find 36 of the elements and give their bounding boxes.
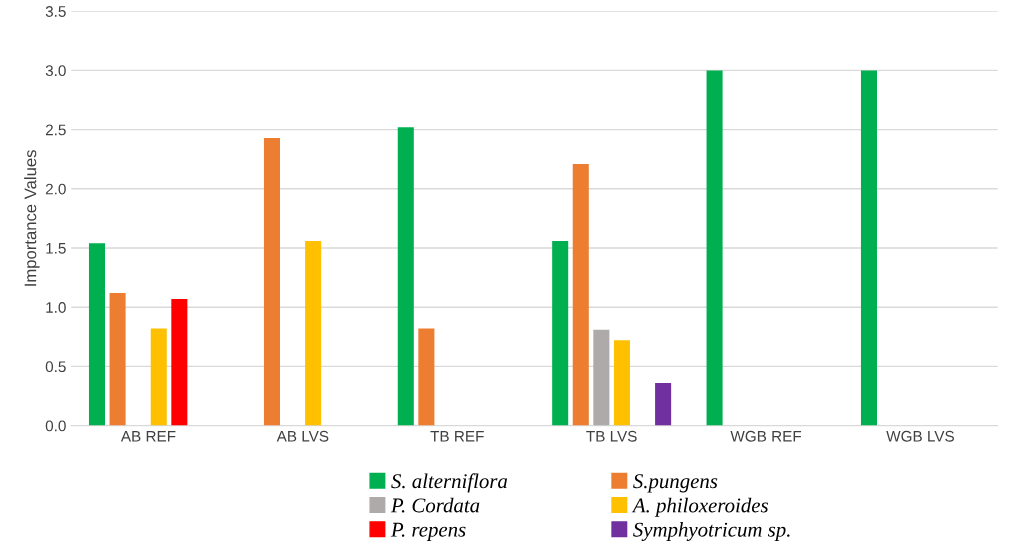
legend-label: S. alterniflora [391,473,508,493]
y-tick-label: 3.0 [45,65,66,77]
bar [860,70,877,426]
bar [593,329,610,426]
bar [171,298,188,426]
y-tick-label: 1.5 [46,243,66,254]
y-tick-label: 3.5 [45,6,66,17]
bar [572,163,589,426]
legend-label: A. philoxeroides [631,497,768,517]
x-tick-label: WGB REF [730,430,802,442]
legend-label: S.pungens [633,474,718,493]
bar [263,137,280,426]
x-tick-label: AB LVS [276,430,329,442]
bar [706,70,723,426]
y-tick-label: 0.0 [45,420,66,432]
bar [109,292,126,426]
bar [305,240,322,426]
bar [552,240,569,426]
x-tick-label: TB LVS [586,430,637,442]
x-tick-label: AB REF [120,431,176,442]
y-tick-label: 0.5 [45,361,66,373]
y-axis-title: Importance Values [24,150,40,286]
y-tick-label: 1.0 [46,302,66,313]
x-tick-label: TB REF [430,431,484,442]
bar [418,328,435,426]
y-tick-label: 2.0 [45,183,66,195]
bar [613,340,630,426]
x-tick-label: WGB LVS [886,430,954,442]
bar [150,328,167,426]
y-tick-label: 2.5 [45,124,66,136]
legend-label: P. Cordata [390,497,480,513]
bar [397,127,414,426]
legend-label: P. repens [390,522,466,541]
legend-label: Symphyotricum sp. [633,522,790,541]
bar [88,243,106,426]
bar [655,382,672,426]
